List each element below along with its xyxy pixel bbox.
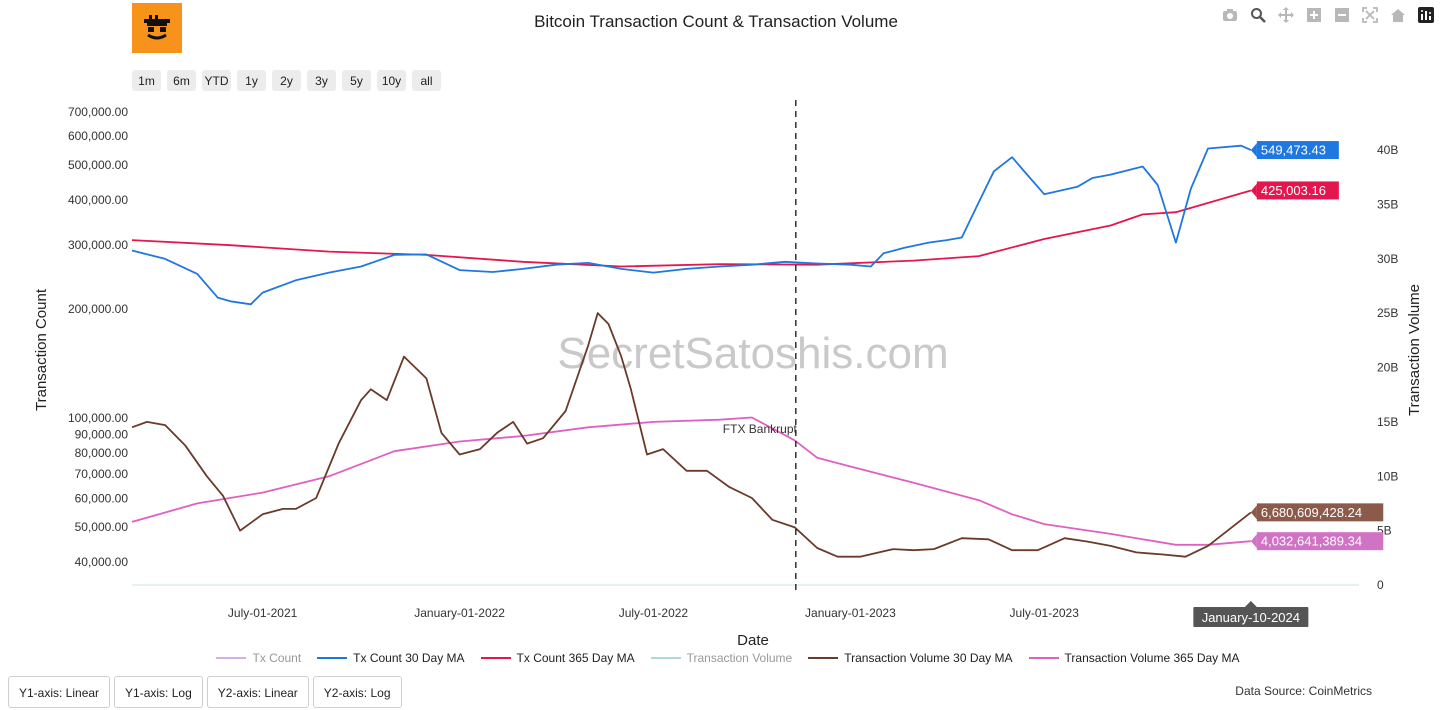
y1-tick-label: 700,000.00 [68,105,128,119]
zoom-in-icon[interactable] [1304,5,1324,25]
volume-30d-line [131,312,1252,558]
y2-tick-label: 0 [1377,578,1384,592]
y2-tick-label: 25B [1377,306,1398,320]
y2-tick-label: 35B [1377,197,1398,211]
x-tick-label: July-01-2022 [619,606,689,620]
legend-item-volume-365d[interactable]: Transaction Volume 365 Day MA [1028,651,1240,665]
y1-tick-label: 60,000.00 [75,491,129,505]
range-button-all[interactable]: all [412,70,441,91]
x-tick-label: July-01-2021 [228,606,298,620]
x-axis-title: Date [737,632,769,649]
site-logo [132,3,182,53]
y2-tick-label: 10B [1377,469,1398,483]
range-button-1m[interactable]: 1m [132,70,161,91]
y1-tick-label: 70,000.00 [75,467,129,481]
volume-365d-value-tag: 4,032,641,389.34 [1250,532,1384,551]
y2-tick-label: 20B [1377,361,1398,375]
zoom-icon[interactable] [1248,5,1268,25]
y1-linear-button[interactable]: Y1-axis: Linear [8,676,111,708]
tx-count-30d-line [131,144,1252,306]
y1-tick-label: 300,000.00 [68,238,128,252]
range-button-10y[interactable]: 10y [377,70,406,91]
tx-365d-value-tag: 425,003.16 [1250,181,1339,200]
chart-title: Bitcoin Transaction Count & Transaction … [534,12,898,31]
x-tick-label: July-01-2023 [1010,606,1080,620]
svg-text:549,473.43: 549,473.43 [1261,143,1326,158]
hover-date-label: January-10-2024 [1193,601,1309,627]
range-button-6m[interactable]: 6m [167,70,196,91]
y1-tick-label: 400,000.00 [68,193,128,207]
y2-tick-label: 15B [1377,415,1398,429]
y1-tick-label: 50,000.00 [75,520,129,534]
svg-text:425,003.16: 425,003.16 [1261,183,1326,198]
svg-text:January-10-2024: January-10-2024 [1202,610,1300,625]
y2-tick-label: 30B [1377,252,1398,266]
y2-linear-button[interactable]: Y2-axis: Linear [206,676,309,708]
plotly-logo-icon[interactable] [1416,5,1436,25]
svg-text:6,680,609,428.24: 6,680,609,428.24 [1261,505,1362,520]
y1-axis-title: Transaction Count [33,288,50,411]
data-source: Data Source: CoinMetrics [1235,684,1372,698]
y1-tick-label: 200,000.00 [68,302,128,316]
tx-30d-value-tag: 549,473.43 [1250,141,1339,160]
legend-item-tx-count[interactable]: Tx Count [216,651,301,665]
range-selector: 1m 6m YTD 1y 2y 3y 5y 10y all [132,70,441,91]
svg-text:4,032,641,389.34: 4,032,641,389.34 [1261,534,1362,549]
x-tick-label: January-01-2023 [805,606,896,620]
axis-scale-tabs: Y1-axis: Linear Y1-axis: Log Y2-axis: Li… [8,676,402,708]
pan-icon[interactable] [1276,5,1296,25]
reset-axes-icon[interactable] [1388,5,1408,25]
y1-tick-label: 100,000.00 [68,411,128,425]
watermark: SecretSatoshis.com [557,329,948,378]
volume-30d-value-tag: 6,680,609,428.24 [1250,503,1384,522]
range-button-3y[interactable]: 3y [307,70,336,91]
autoscale-icon[interactable] [1360,5,1380,25]
range-button-ytd[interactable]: YTD [202,70,231,91]
chart-legend: Tx Count Tx Count 30 Day MA Tx Count 365… [0,651,1456,665]
y1-tick-label: 500,000.00 [68,158,128,172]
y1-tick-label: 90,000.00 [75,428,129,442]
legend-item-tx-30d[interactable]: Tx Count 30 Day MA [317,651,465,665]
range-button-1y[interactable]: 1y [237,70,266,91]
y2-tick-label: 40B [1377,143,1398,157]
x-tick-label: January-01-2022 [414,606,505,620]
range-button-5y[interactable]: 5y [342,70,371,91]
camera-icon[interactable] [1220,5,1240,25]
bitcoin-face-icon [144,15,170,40]
legend-item-volume-30d[interactable]: Transaction Volume 30 Day MA [808,651,1013,665]
legend-item-tx-365d[interactable]: Tx Count 365 Day MA [480,651,635,665]
volume-365d-line [131,416,1251,546]
zoom-out-icon[interactable] [1332,5,1352,25]
y1-log-button[interactable]: Y1-axis: Log [114,676,203,708]
chart-canvas[interactable]: 40,000.00 50,000.00 60,000.00 70,000.00 80,0… [0,0,1456,650]
ftx-annotation: FTX Bankrupt [723,422,798,436]
y1-tick-label: 600,000.00 [68,129,128,143]
tx-count-365d-line [131,189,1252,268]
legend-item-volume[interactable]: Transaction Volume [650,651,792,665]
y1-tick-label: 40,000.00 [75,555,129,569]
y2-log-button[interactable]: Y2-axis: Log [312,676,402,708]
y1-tick-label: 80,000.00 [75,446,129,460]
range-button-2y[interactable]: 2y [272,70,301,91]
y2-axis-title: Transaction Volume [1406,284,1423,416]
plot-toolbar [1220,5,1436,25]
